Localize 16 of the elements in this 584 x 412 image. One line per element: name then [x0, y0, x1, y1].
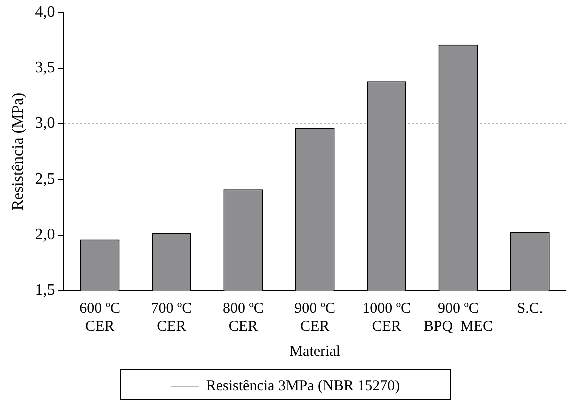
x-tick-label: 700 ºC CER	[151, 300, 192, 335]
x-tick-label: 900 ºC BPQ MEC	[424, 300, 494, 335]
y-tick-label: 4,0	[35, 4, 56, 21]
y-tick-label: 2,5	[35, 170, 56, 188]
legend-label: Resistência 3MPa (NBR 15270)	[206, 378, 400, 394]
x-tick-label: S.C.	[517, 300, 544, 317]
x-tick-label: 1000 ºC CER	[362, 300, 411, 335]
y-tick-label: 3,5	[35, 59, 56, 76]
x-tick-label: 800 ºC CER	[222, 300, 264, 335]
x-tick-label: 600 ºC CER	[80, 300, 120, 335]
x-axis-title: Material	[290, 344, 341, 360]
y-tick-label: 3,0	[35, 115, 56, 132]
y-tick-label: 2,0	[35, 226, 56, 244]
y-axis-title: Resistência (MPa)	[10, 92, 27, 211]
y-tick-label: 1,5	[35, 282, 56, 300]
x-tick-label: 900 ºC CER	[294, 300, 336, 335]
